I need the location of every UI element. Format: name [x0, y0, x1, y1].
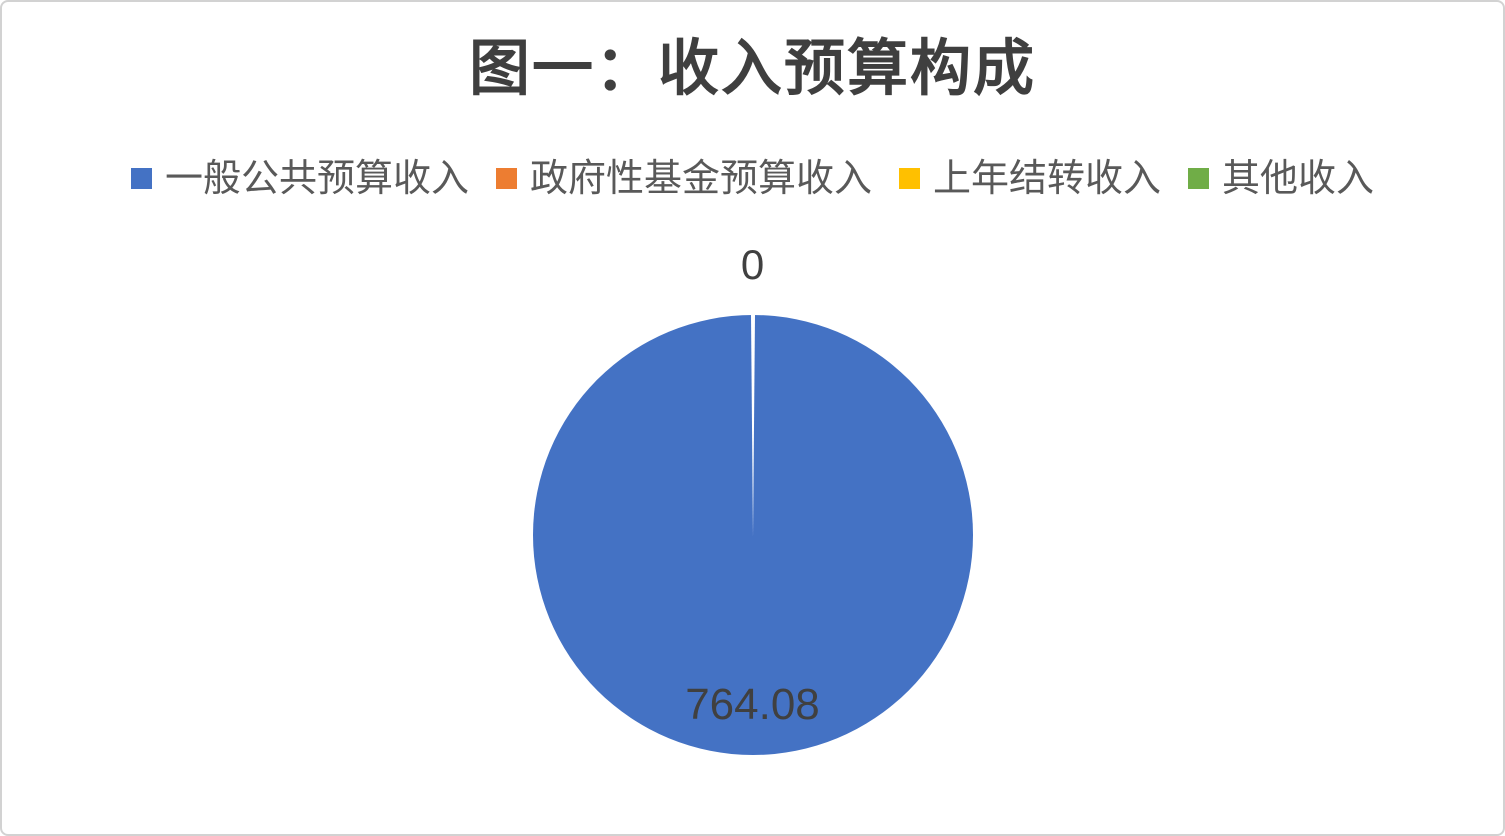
- legend-marker-blue: [130, 168, 152, 190]
- pie-chart: [533, 315, 973, 755]
- legend-item-general-public-budget: 一般公共预算收入: [130, 156, 469, 200]
- legend-marker-green: [1188, 168, 1210, 190]
- legend-item-label: 上年结转收入: [933, 156, 1162, 200]
- legend-item-other-income: 其他收入: [1188, 156, 1375, 200]
- legend-item-carryover-income: 上年结转收入: [899, 156, 1162, 200]
- chart-title: 图一：收入预算构成: [468, 33, 1036, 104]
- legend-item-label: 其他收入: [1222, 156, 1375, 200]
- legend-marker-yellow: [899, 168, 920, 190]
- pie-data-label-value: 764.08: [685, 680, 820, 729]
- legend-marker-orange: [495, 168, 517, 190]
- legend: 一般公共预算收入 政府性基金预算收入 上年结转收入 其他收入: [2, 156, 1503, 200]
- legend-item-label: 一般公共预算收入: [164, 156, 469, 200]
- legend-item-government-fund-budget: 政府性基金预算收入: [495, 156, 872, 200]
- pie-data-label-zero: 0: [740, 241, 765, 288]
- legend-item-label: 政府性基金预算收入: [529, 156, 872, 200]
- pie-zero-slice-gap: [751, 315, 755, 537]
